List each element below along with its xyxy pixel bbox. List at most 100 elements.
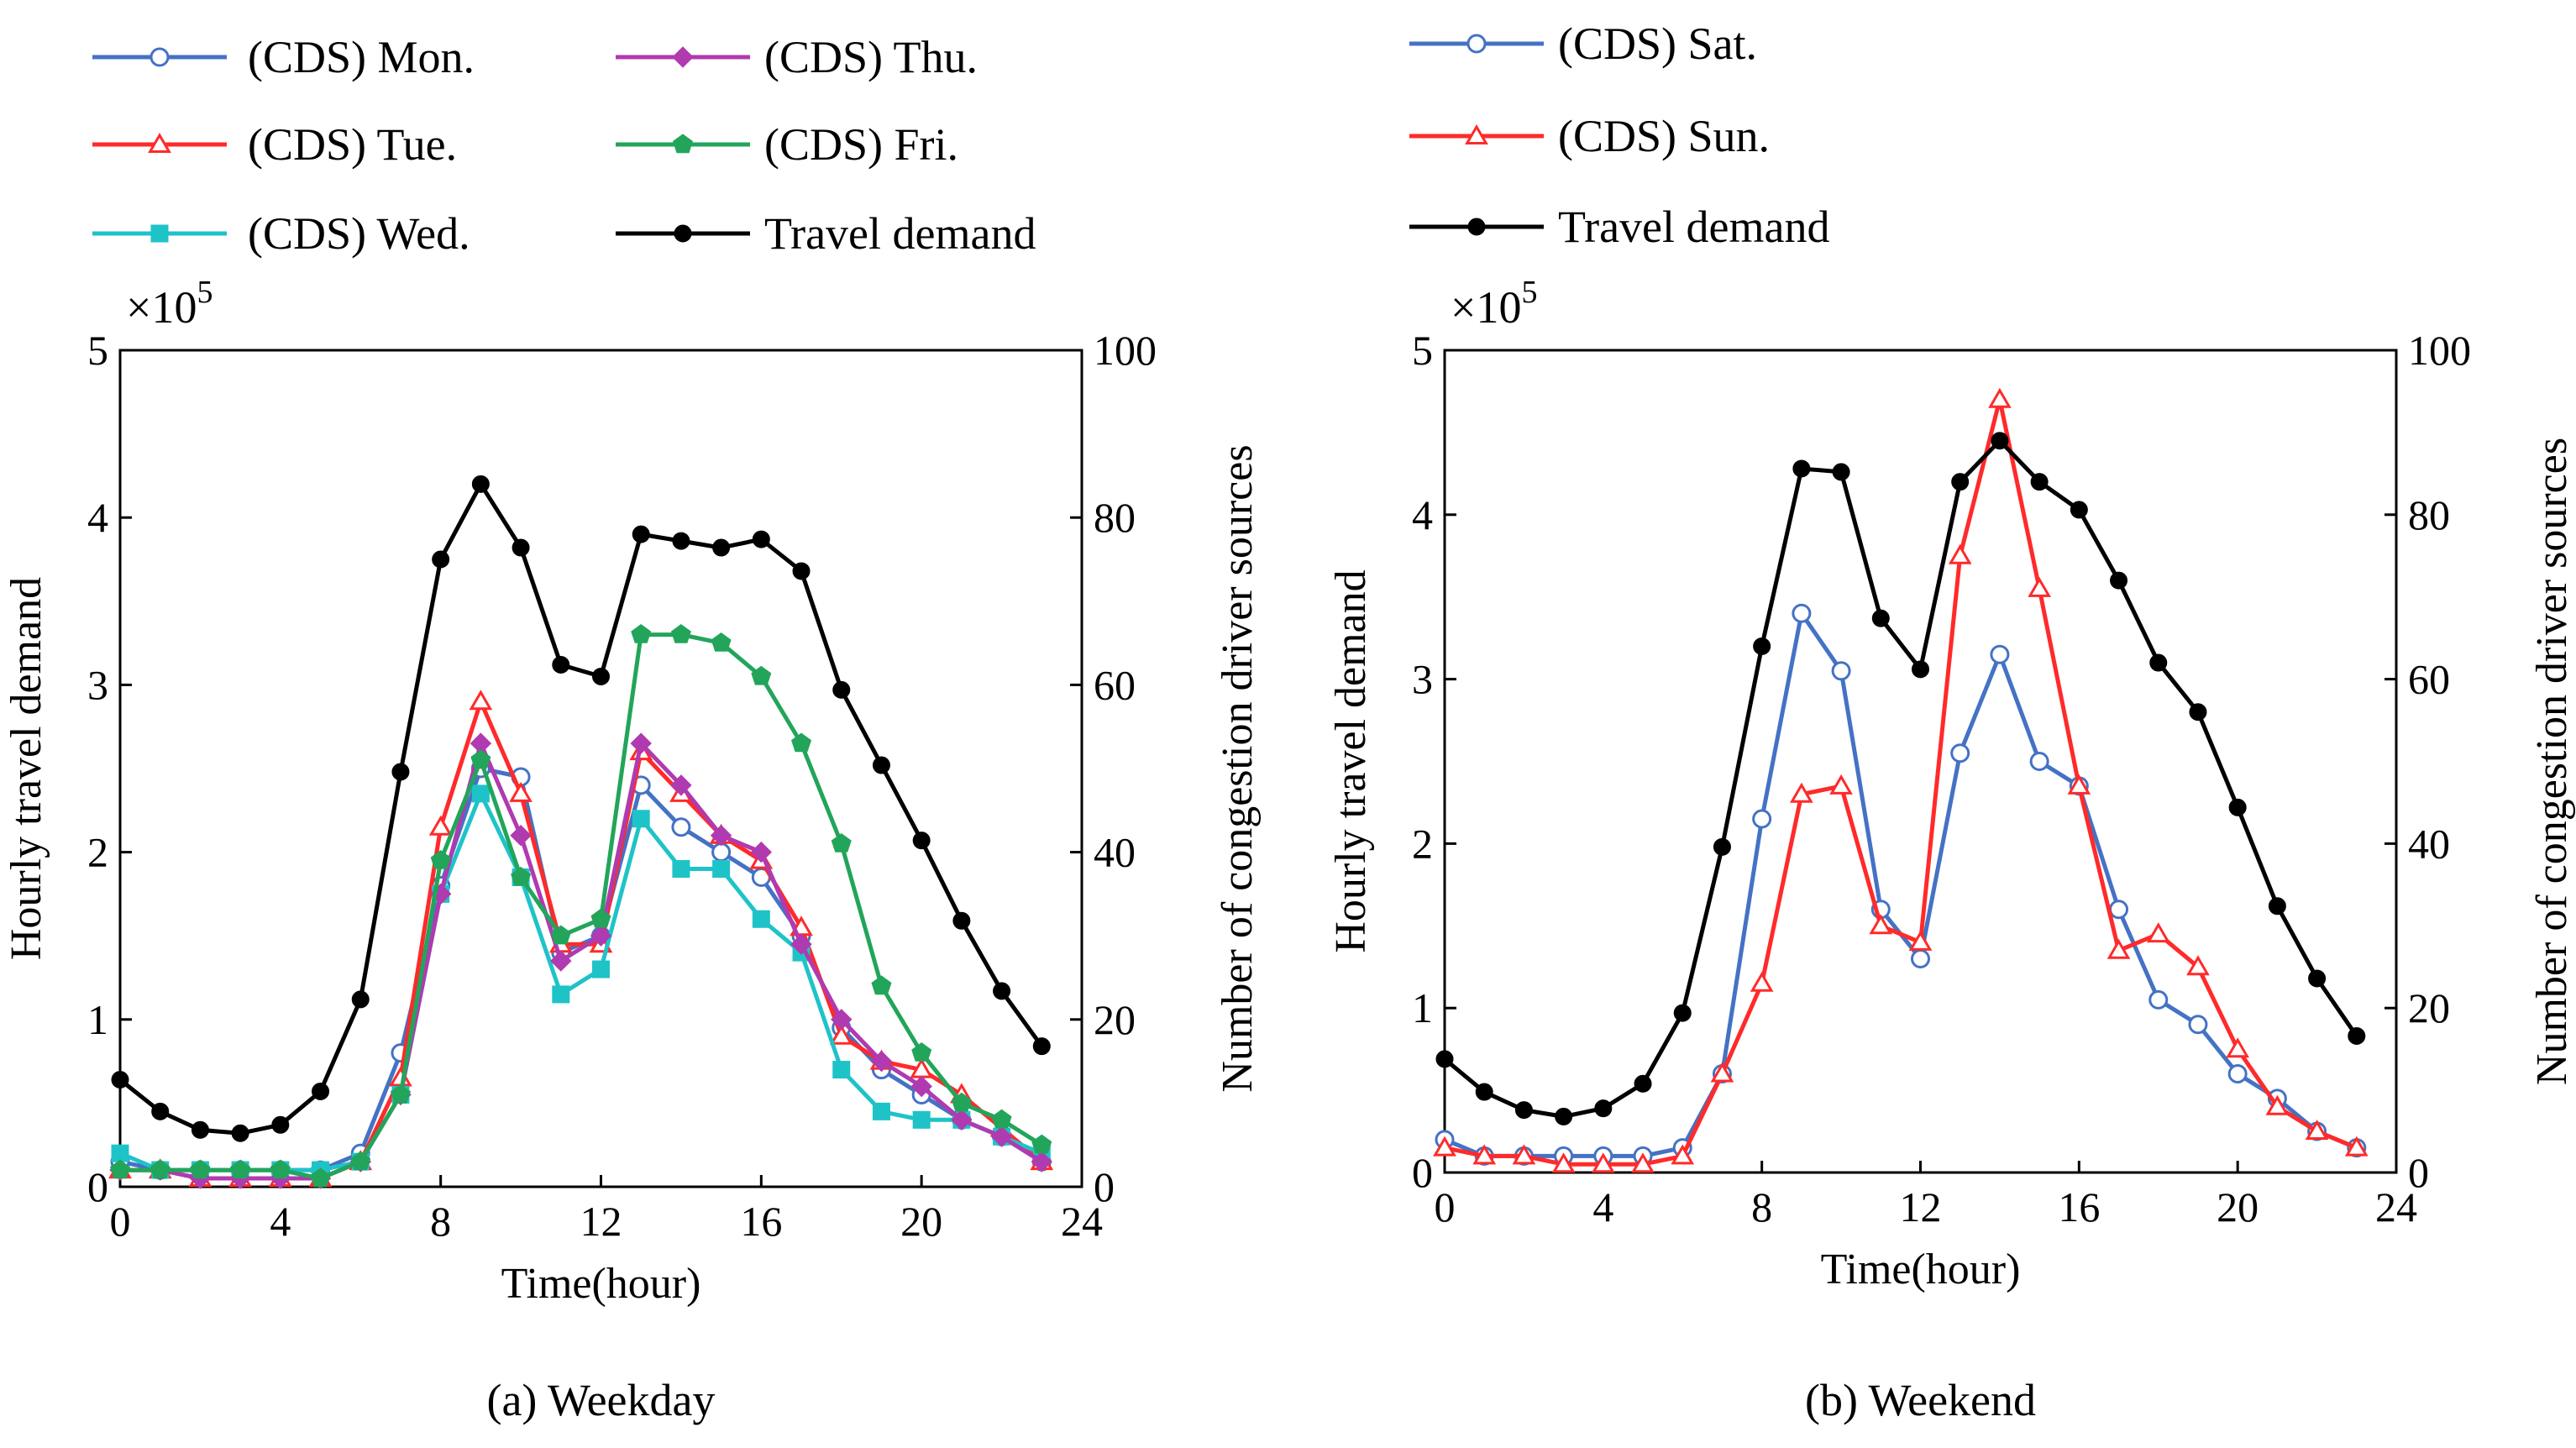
legend-label: (CDS) Mon. xyxy=(248,32,475,82)
x-tick-label: 4 xyxy=(270,1198,291,1245)
y-axis-label: Hourly travel demand xyxy=(3,577,50,960)
data-point xyxy=(990,1125,1013,1147)
y-tick-label: 5 xyxy=(1412,327,1433,374)
data-point xyxy=(592,667,610,685)
data-point xyxy=(1871,609,1890,627)
series-cds-fri xyxy=(110,623,1052,1188)
legend-item-travel-demand: Travel demand xyxy=(1409,202,1829,252)
data-point xyxy=(550,950,572,972)
data-point xyxy=(1789,782,1813,803)
data-point xyxy=(111,1144,129,1162)
legend-marker xyxy=(1465,124,1488,144)
panel-weekday: 0 4 8 12 16 20 24012345020406080100×105Time(ho… xyxy=(3,32,1262,1425)
x-tick-label: 4 xyxy=(1592,1183,1613,1230)
y2-axis-label: Number of congestion driver sources xyxy=(1214,444,1262,1092)
data-point xyxy=(2265,1094,2290,1115)
y-axis-multiplier: ×105 xyxy=(126,275,212,333)
series-travel-demand xyxy=(111,475,1051,1142)
data-point xyxy=(752,530,770,548)
multiplier-base: ×10 xyxy=(126,282,197,333)
plot-frame xyxy=(118,349,1083,1188)
data-point xyxy=(750,841,773,863)
data-point xyxy=(671,817,691,837)
data-point xyxy=(2228,798,2247,816)
data-point xyxy=(469,690,493,711)
data-point xyxy=(592,960,610,978)
x-tick-label: 20 xyxy=(900,1198,942,1245)
data-point xyxy=(1671,1144,1695,1165)
legend-label: (CDS) Sat. xyxy=(1558,18,1757,69)
data-point xyxy=(1472,1144,1497,1165)
data-point xyxy=(590,925,612,947)
data-point xyxy=(2227,1064,2248,1084)
data-point xyxy=(672,860,690,879)
y2-tick-label: 60 xyxy=(2408,656,2450,703)
data-point xyxy=(631,623,652,643)
x-tick-label: 0 xyxy=(110,1198,131,1245)
data-point xyxy=(1710,1062,1734,1083)
legend-item-cds-fri: (CDS) Fri. xyxy=(616,119,958,170)
data-point xyxy=(752,910,770,928)
y-tick-label: 5 xyxy=(87,327,108,374)
data-point xyxy=(829,1024,853,1045)
legend-label: (CDS) Sun. xyxy=(1558,111,1770,161)
series-cds-tue xyxy=(108,690,1054,1187)
data-point xyxy=(391,763,410,781)
data-point xyxy=(670,774,692,796)
data-point xyxy=(2268,897,2286,915)
data-point xyxy=(672,532,690,550)
data-point xyxy=(2348,1026,2366,1045)
data-point xyxy=(1512,1144,1536,1165)
data-point xyxy=(190,1159,211,1179)
data-point xyxy=(2067,774,2091,795)
series-line xyxy=(119,766,1043,1173)
y2-tick-label: 60 xyxy=(1094,661,1136,708)
multiplier-base: ×10 xyxy=(1451,282,1521,333)
data-point xyxy=(1988,387,2012,408)
data-point xyxy=(471,475,490,493)
panel-weekend: 0 4 8 12 16 20 24012345020406080100×105Time(ho… xyxy=(1327,18,2576,1425)
x-axis-label: Time(hour) xyxy=(1821,1246,2021,1293)
data-point xyxy=(2110,571,2128,590)
data-point xyxy=(230,1159,251,1179)
panel-caption: (a) Weekday xyxy=(486,1375,715,1425)
legend-marker xyxy=(672,46,694,68)
data-point xyxy=(991,1109,1012,1129)
y2-tick-label: 80 xyxy=(1094,494,1136,541)
y-tick-label: 1 xyxy=(1412,984,1433,1031)
data-point xyxy=(632,810,650,828)
data-point xyxy=(1753,637,1771,655)
data-point xyxy=(432,550,450,569)
data-point xyxy=(1435,1050,1454,1068)
data-point xyxy=(2146,922,2170,943)
data-point xyxy=(312,1082,330,1100)
data-point xyxy=(191,1120,209,1139)
y2-tick-label: 40 xyxy=(1094,829,1136,876)
data-point xyxy=(710,824,732,847)
series-line xyxy=(120,632,1043,1181)
data-point xyxy=(1829,774,1853,795)
data-point xyxy=(2344,1136,2369,1157)
y2-tick-label: 100 xyxy=(2408,327,2471,374)
x-tick-label: 12 xyxy=(1900,1183,1942,1230)
data-point xyxy=(428,815,453,836)
y-tick-label: 4 xyxy=(1412,491,1433,538)
y-tick-label: 1 xyxy=(87,996,108,1043)
data-point xyxy=(872,756,890,774)
legend-label: (CDS) Tue. xyxy=(248,119,457,170)
data-point xyxy=(590,908,611,928)
data-point xyxy=(1475,1083,1493,1101)
data-point xyxy=(1991,432,2009,450)
multiplier-exponent: 5 xyxy=(1521,275,1537,310)
data-point xyxy=(151,1102,170,1120)
series-cds-sun xyxy=(1433,387,2369,1173)
series-line xyxy=(119,791,1043,1173)
data-point xyxy=(630,732,652,754)
y-axis-multiplier: ×105 xyxy=(1451,275,1537,333)
data-point xyxy=(1673,1004,1692,1022)
data-point xyxy=(1634,1074,1652,1093)
data-point xyxy=(1831,661,1851,681)
series-cds-sat xyxy=(1435,603,2367,1166)
data-point xyxy=(2028,576,2052,597)
